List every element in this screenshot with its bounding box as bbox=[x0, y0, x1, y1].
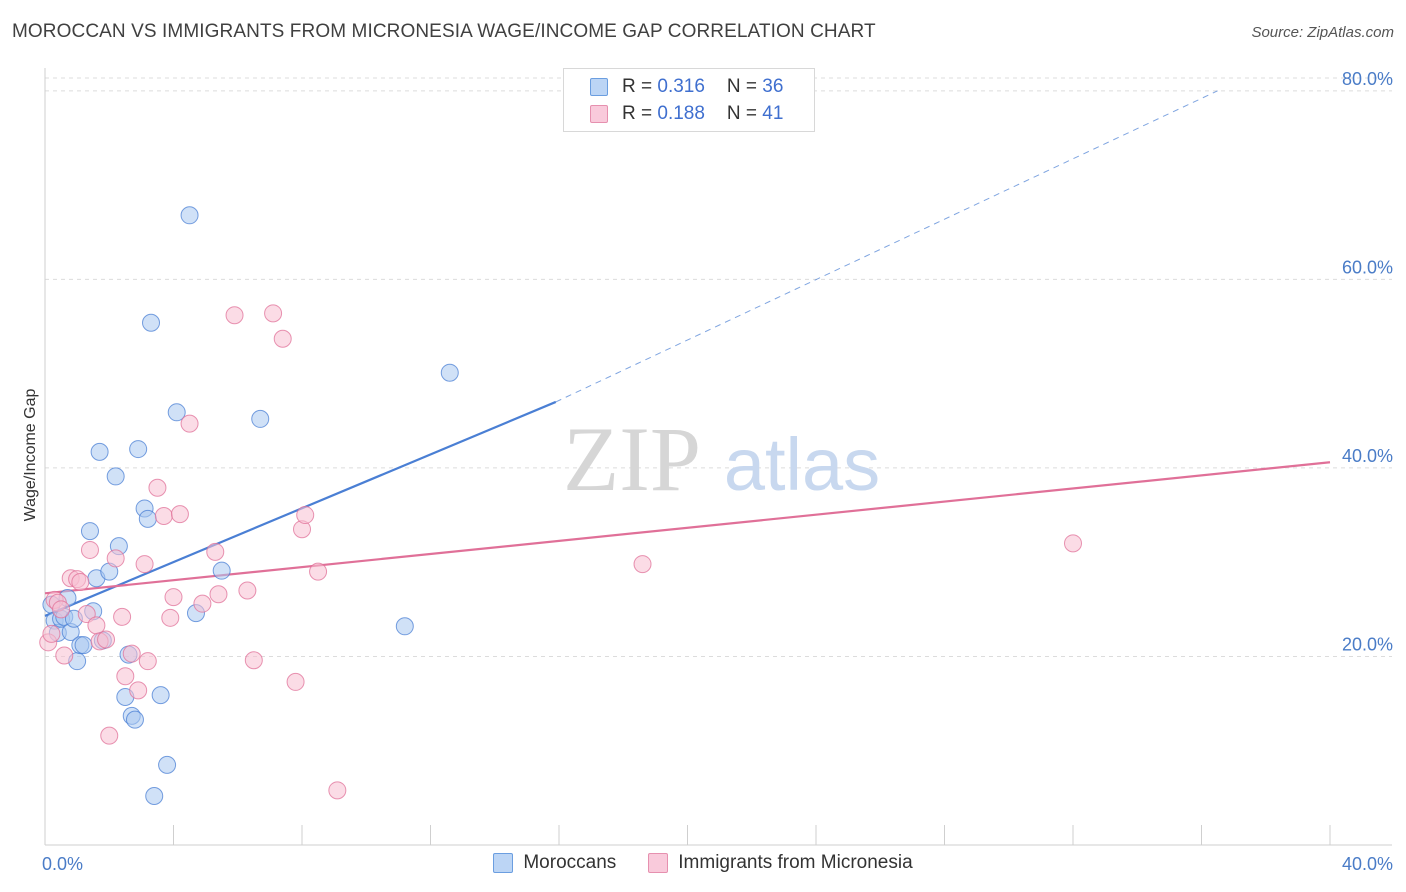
point-micronesia bbox=[193, 594, 212, 613]
y-tick-label: 20.0% bbox=[1342, 634, 1393, 654]
point-micronesia bbox=[170, 505, 189, 524]
legend-n-value: 41 bbox=[762, 103, 784, 124]
x-tick-label: 40.0% bbox=[1342, 854, 1393, 874]
legend-label-moroccans: Moroccans bbox=[523, 852, 617, 873]
legend-n-value: 36 bbox=[762, 76, 784, 97]
source-label: Source: ZipAtlas.com bbox=[1251, 24, 1394, 41]
point-moroccans bbox=[142, 313, 161, 332]
point-micronesia bbox=[80, 540, 99, 559]
legend-swatch-micronesia bbox=[590, 105, 608, 123]
legend-row-micronesia: R = 0.188 N = 41 bbox=[590, 102, 783, 126]
point-moroccans bbox=[74, 636, 93, 655]
point-micronesia bbox=[55, 646, 74, 665]
watermark-zip: ZIP bbox=[563, 408, 701, 510]
point-micronesia bbox=[100, 726, 119, 745]
legend-n-label: N = bbox=[726, 76, 763, 97]
legend-r-label: R = bbox=[622, 103, 658, 124]
point-moroccans bbox=[395, 617, 414, 636]
point-micronesia bbox=[225, 306, 244, 325]
legend-n-label: N = bbox=[726, 103, 763, 124]
axes bbox=[44, 68, 1392, 846]
point-micronesia bbox=[180, 414, 199, 433]
legend-item-moroccans: Moroccans bbox=[493, 852, 616, 874]
grid-lines bbox=[45, 77, 1392, 657]
point-micronesia bbox=[52, 600, 71, 619]
point-micronesia bbox=[328, 781, 347, 800]
point-moroccans bbox=[90, 442, 109, 461]
tick-labels: 20.0% 40.0% 60.0% 80.0% 0.0% 40.0% bbox=[42, 69, 1393, 874]
point-micronesia bbox=[633, 555, 652, 574]
point-moroccans bbox=[151, 686, 170, 705]
point-micronesia bbox=[209, 585, 228, 604]
point-moroccans bbox=[125, 710, 144, 729]
point-micronesia bbox=[138, 652, 157, 671]
point-micronesia bbox=[116, 667, 135, 686]
point-moroccans bbox=[129, 440, 148, 459]
point-moroccans bbox=[440, 363, 459, 382]
legend-r-label: R = bbox=[622, 76, 658, 97]
point-micronesia bbox=[122, 644, 141, 663]
trend-lines bbox=[44, 90, 1331, 617]
point-micronesia bbox=[148, 478, 167, 497]
series-legend: Moroccans Immigrants from Micronesia bbox=[0, 852, 1406, 874]
watermark: ZIP atlas bbox=[563, 408, 880, 510]
legend-row-moroccans: R = 0.316 N = 36 bbox=[590, 75, 783, 99]
point-micronesia bbox=[286, 672, 305, 691]
watermark-atlas: atlas bbox=[724, 423, 880, 506]
point-moroccans bbox=[167, 403, 186, 422]
point-micronesia bbox=[1064, 534, 1082, 553]
legend-item-micronesia: Immigrants from Micronesia bbox=[648, 852, 913, 874]
legend-swatch-moroccans bbox=[493, 853, 514, 873]
point-micronesia bbox=[129, 681, 148, 700]
point-micronesia bbox=[106, 549, 125, 568]
y-tick-label: 40.0% bbox=[1342, 446, 1393, 466]
legend-r-value: 0.316 bbox=[657, 76, 705, 97]
point-micronesia bbox=[244, 651, 263, 670]
point-moroccans bbox=[80, 522, 99, 541]
point-micronesia bbox=[309, 562, 328, 581]
point-moroccans bbox=[145, 786, 164, 805]
y-tick-label: 60.0% bbox=[1342, 257, 1393, 277]
chart-title: MOROCCAN VS IMMIGRANTS FROM MICRONESIA W… bbox=[12, 21, 876, 42]
legend-r-value: 0.188 bbox=[657, 103, 705, 124]
y-tick-label: 80.0% bbox=[1342, 69, 1393, 89]
stats-legend: R = 0.316 N = 36 R = 0.188 N = 41 bbox=[563, 68, 815, 132]
data-points bbox=[39, 206, 1082, 805]
point-moroccans bbox=[212, 561, 231, 580]
point-moroccans bbox=[106, 467, 125, 486]
point-micronesia bbox=[71, 572, 90, 591]
point-micronesia bbox=[238, 581, 257, 600]
point-micronesia bbox=[273, 329, 292, 348]
point-micronesia bbox=[296, 506, 315, 525]
legend-label-micronesia: Immigrants from Micronesia bbox=[678, 852, 913, 873]
trend-line-micronesia bbox=[44, 461, 1331, 595]
point-micronesia bbox=[42, 624, 61, 643]
y-axis-label: Wage/Income Gap bbox=[22, 389, 39, 522]
point-micronesia bbox=[264, 304, 283, 323]
point-micronesia bbox=[164, 588, 183, 607]
point-moroccans bbox=[180, 206, 199, 225]
point-micronesia bbox=[154, 507, 173, 526]
point-micronesia bbox=[113, 607, 132, 626]
point-micronesia bbox=[161, 608, 180, 627]
trend-extension-moroccans bbox=[555, 90, 1218, 403]
point-micronesia bbox=[97, 630, 116, 649]
point-micronesia bbox=[135, 555, 154, 574]
legend-swatch-moroccans bbox=[590, 78, 608, 96]
legend-swatch-micronesia bbox=[648, 853, 669, 873]
point-micronesia bbox=[206, 542, 225, 561]
point-moroccans bbox=[138, 509, 157, 528]
x-tick-label: 0.0% bbox=[42, 854, 83, 874]
point-moroccans bbox=[158, 755, 177, 774]
point-moroccans bbox=[251, 409, 270, 428]
